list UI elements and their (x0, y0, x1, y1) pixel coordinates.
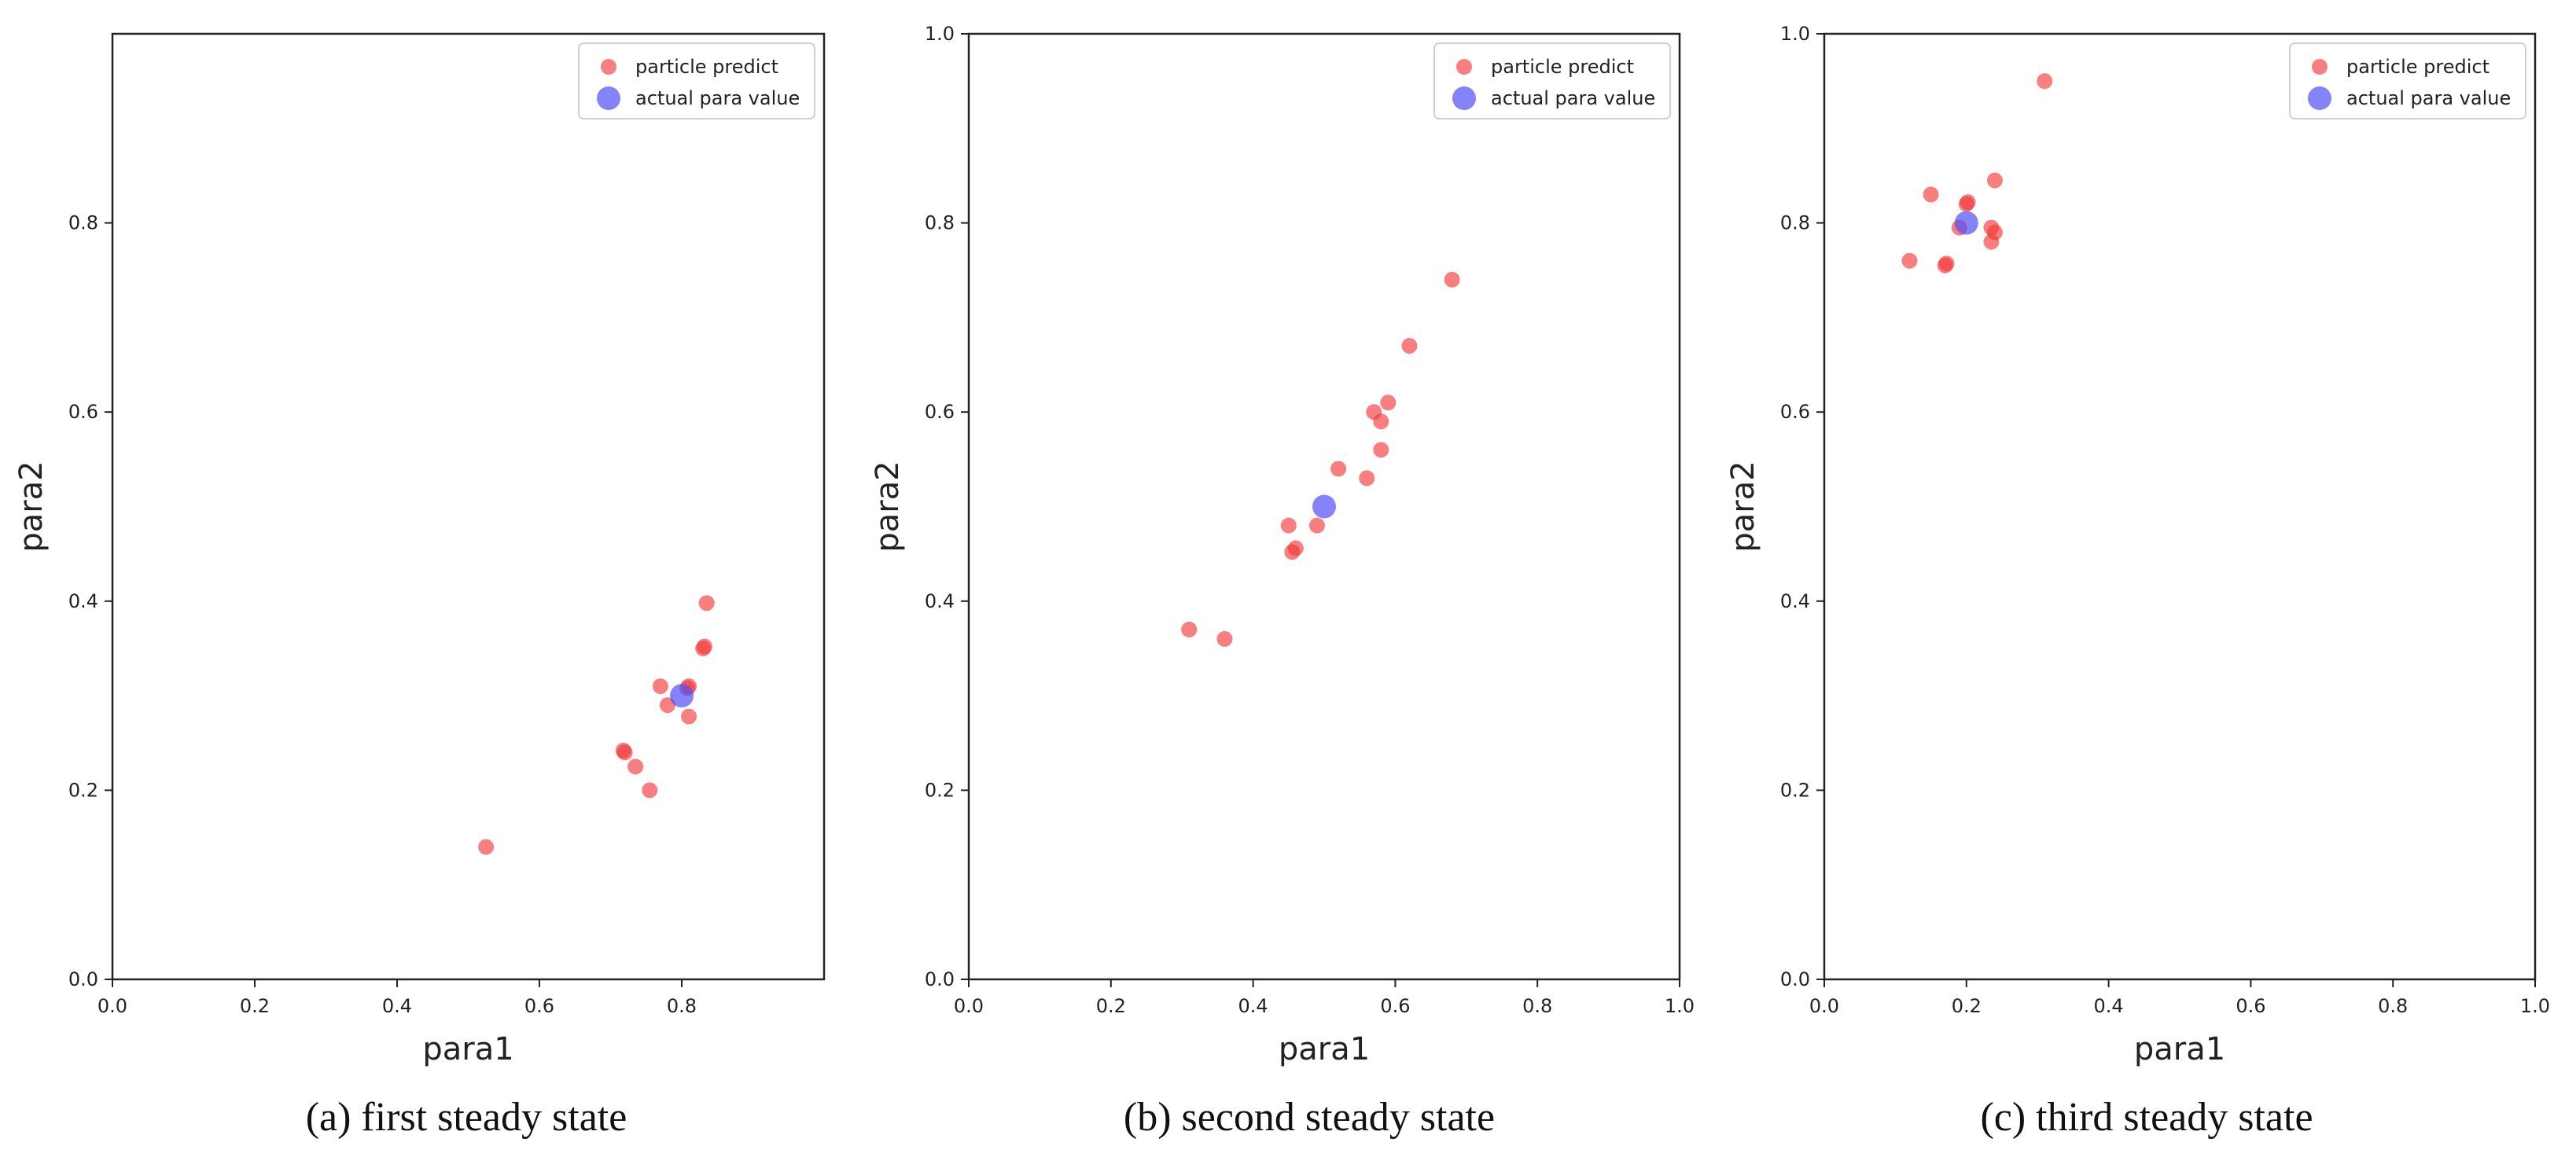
x-tick-label: 0.8 (667, 995, 697, 1017)
x-tick-label: 0.0 (1809, 995, 1839, 1017)
y-tick-label: 0.4 (68, 590, 98, 612)
particle-predict-point (1986, 172, 2003, 189)
y-axis-label: para2 (1725, 461, 1761, 552)
y-axis-label: para2 (870, 461, 906, 552)
particle-predict-point (1923, 186, 1939, 203)
particle-predict-point (1986, 224, 2003, 241)
y-tick-label: 0.2 (1780, 779, 1810, 801)
x-tick-label: 0.6 (524, 995, 554, 1017)
legend-box (1433, 42, 1671, 119)
legend-label-actual: actual para value (635, 87, 800, 109)
axes-frame (111, 32, 826, 981)
legend-marker-particle (2312, 59, 2328, 75)
particle-predict-point (1308, 517, 1325, 534)
legend-marker-actual (1452, 86, 1476, 110)
legend: particle predict actual para value (1433, 42, 1671, 119)
particle-predict-point (1401, 337, 1418, 354)
particle-predict-point (696, 638, 712, 655)
x-axis-label: para1 (422, 1031, 513, 1067)
particle-predict-point (1181, 621, 1198, 637)
y-tick-label: 0.8 (925, 212, 955, 234)
x-tick-label: 0.6 (2236, 995, 2265, 1017)
particle-predict-point (615, 742, 631, 758)
y-tick-label: 0.4 (1780, 590, 1810, 612)
y-tick-label: 0.2 (925, 779, 955, 801)
particle-predict-point (2037, 73, 2053, 90)
particle-predict-point (1330, 461, 1347, 477)
x-tick-label: 0.0 (954, 995, 984, 1017)
legend-label-actual: actual para value (1491, 87, 1655, 109)
particle-predict-point (698, 595, 715, 612)
legend-box (2289, 42, 2526, 119)
y-tick-label: 0.0 (1780, 968, 1810, 990)
x-tick-label: 0.2 (1096, 995, 1126, 1017)
particle-predict-point (1359, 470, 1375, 487)
particle-predict-point (1373, 442, 1389, 458)
particle-predict-point (1444, 271, 1460, 288)
x-axis-label: para1 (1279, 1031, 1370, 1067)
scatter-panel-third-steady-state: 0.0 0.2 0.4 0.6 0.8 1.0 0.0 0.2 0.4 0.6 0.8 1.0 para… (1725, 23, 2550, 1067)
legend-label-particle: particle predict (1491, 56, 1634, 78)
y-tick-label: 0.2 (68, 779, 98, 801)
particle-predict-point (652, 678, 668, 695)
y-axis-label: para2 (13, 461, 50, 552)
legend-label-particle: particle predict (2346, 56, 2490, 78)
axes-frame (1823, 32, 2537, 981)
legend: particle predict actual para value (578, 42, 815, 119)
actual-para-value-point (1954, 211, 1978, 235)
legend-marker-particle (1456, 59, 1472, 75)
x-tick-label: 1.0 (2520, 995, 2550, 1017)
scatter-panel-second-steady-state: 0.0 0.2 0.4 0.6 0.8 1.0 0.0 0.2 0.4 0.6 0.8 1.0 para… (870, 23, 1695, 1067)
axes-frame (967, 32, 1681, 981)
particle-predict-point (1380, 395, 1397, 411)
caption-second-steady-state: (b) second steady state (1123, 1095, 1496, 1140)
x-tick-label: 0.4 (1238, 995, 1268, 1017)
y-tick-label: 0.6 (1780, 401, 1810, 423)
y-tick-label: 0.6 (925, 401, 955, 423)
y-tick-label: 0.6 (68, 401, 98, 423)
x-tick-label: 1.0 (1665, 995, 1695, 1017)
legend: particle predict actual para value (2289, 42, 2526, 119)
particle-predict-point (1287, 540, 1304, 556)
legend-label-actual: actual para value (2346, 87, 2511, 109)
x-tick-label: 0.2 (240, 995, 270, 1017)
particle-predict-point (1938, 255, 1955, 272)
y-tick-label: 0.4 (925, 590, 955, 612)
legend-marker-particle (601, 59, 616, 75)
particle-predict-point (642, 782, 658, 799)
particle-predict-point (1280, 517, 1297, 534)
legend-box (578, 42, 815, 119)
caption-first-steady-state: (a) first steady state (305, 1095, 627, 1140)
caption-third-steady-state: (c) third steady state (1980, 1095, 2313, 1140)
legend-marker-actual (597, 86, 620, 110)
particle-predict-point (1901, 252, 1918, 269)
x-tick-label: 0.2 (1952, 995, 1982, 1017)
x-tick-label: 0.8 (1522, 995, 1552, 1017)
particle-predict-point (478, 839, 495, 855)
x-tick-label: 0.6 (1380, 995, 1410, 1017)
y-tick-label: 0.0 (68, 968, 98, 990)
legend-marker-actual (2308, 86, 2331, 110)
legend-label-particle: particle predict (635, 56, 778, 78)
y-tick-label: 1.0 (1780, 23, 1810, 45)
y-tick-label: 1.0 (925, 23, 955, 45)
y-tick-label: 0.0 (925, 968, 955, 990)
actual-para-value-point (670, 684, 694, 708)
particle-predict-point (627, 758, 644, 775)
particle-predict-point (1373, 413, 1389, 430)
particle-predict-point (681, 708, 697, 725)
particle-predict-point (1960, 194, 1976, 211)
particle-predict-point (1216, 630, 1233, 647)
x-tick-label: 0.4 (2094, 995, 2124, 1017)
x-tick-label: 0.4 (382, 995, 412, 1017)
scatter-panel-first-steady-state: 0.0 0.2 0.4 0.6 0.8 0.0 0.2 0.4 0.6 0.8 para1 para2… (13, 32, 826, 1067)
x-tick-label: 0.0 (98, 995, 127, 1017)
x-axis-label: para1 (2134, 1031, 2225, 1067)
actual-para-value-point (1312, 494, 1336, 519)
x-tick-label: 0.8 (2378, 995, 2408, 1017)
y-tick-label: 0.8 (68, 212, 98, 234)
y-tick-label: 0.8 (1780, 212, 1810, 234)
